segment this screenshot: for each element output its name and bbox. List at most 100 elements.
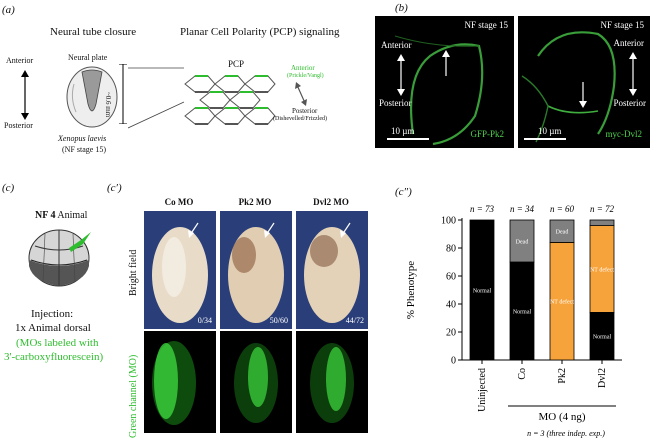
bar-segment [509,261,535,361]
y-tick-label: 20 [446,328,456,339]
bar-segment [549,219,575,243]
embryo-scale-bar [119,64,127,124]
anterior-label: Anterior [6,56,34,65]
pcp-posterior-label: Posterior [292,107,318,115]
pk2-ap-arrow [397,54,405,96]
pcp-anterior-sub: (Prickle/Vangl) [287,73,324,79]
y-tick-label: 40 [446,300,456,311]
count-co: 0/34 [197,316,212,325]
panel-c1-letter: (c′) [107,182,122,194]
pk2-marker: GFP-Pk2 [470,129,504,139]
panel-a-title-right: Planar Cell Polarity (PCP) signaling [180,26,340,38]
panel-c-letter: (c) [2,182,15,194]
panel-c-stage-bold: NF 4 [35,210,56,221]
n-label: n = 73 [470,204,495,214]
segment-label: NT defect [590,267,614,274]
panel-c1-col-header-2: Pk2 MO [238,197,272,207]
panel-a-title-left: Neural tube closure [50,26,137,38]
stage-label: (NF stage 15) [62,145,106,154]
brightfield-dvl2: 44/72 [296,211,368,329]
neural-plate-label: Neural plate [68,53,108,62]
count-pk2: 50/60 [269,316,288,325]
mo-label: MO (4 ng) [538,411,585,423]
nf4-embryo-drawing [28,229,91,287]
bar-segment [469,219,495,361]
species-label: Xenopus laevis [58,134,107,143]
count-dvl2: 44/72 [345,316,364,325]
pk2-posterior: Posterior [379,98,412,108]
pk2-scale-label: 10 µm [391,126,415,136]
pk2-scale-bar [387,138,429,140]
green-pk2-embryo [234,343,278,423]
pcp-cell-diagram [184,75,276,125]
phenotype-chart: 0 20 40 60 80 100 % Phenotype Normal n = 73 Uninj… [405,204,622,438]
bar-segment [509,219,535,263]
dvl2-posterior: Posterior [613,98,647,108]
zoom-lines [128,67,185,129]
segment-label: NT defect [550,299,574,306]
n-label: n = 72 [590,204,615,214]
y-tick-label: 80 [446,244,456,255]
n-label: n = 34 [510,204,535,214]
pcp-posterior-sub: (Dishevelled/Frizzled) [273,116,327,122]
posterior-label: Posterior [4,121,33,130]
dvl2-marker: myc-Dvl2 [605,129,643,139]
injection-line2: (MOs labeled with [16,337,99,349]
green-pk2 [220,331,292,433]
pk2-anterior: Anterior [381,40,412,50]
footnote: n = 3 (three indep. exp.) [527,429,605,438]
panel-c1-col-header-3: Dvl2 MO [313,197,349,207]
panel-a-letter: (a) [2,4,15,16]
x-tick-label: Uninjected [477,368,488,412]
bar-segment [589,312,615,361]
dvl2-cell-outline [521,31,616,143]
green-co [144,331,216,433]
injection-line3: 3'-carboxyfluorescein) [4,351,104,363]
bar-segment [589,219,615,226]
segment-label: Dead [556,230,569,236]
green-dvl2-embryo [310,343,354,423]
panel-c2-letter: (c″) [395,186,412,198]
n-label: n = 60 [550,204,575,214]
embryo-scale-label: ~0.6 mm [104,92,112,118]
segment-label: Dead [516,240,529,246]
row-label-green-channel: Green channel (MO) [128,354,139,438]
segment-label: Normal [473,289,492,295]
green-dvl2 [296,331,368,433]
brightfield-co-embryo [152,222,208,323]
pcp-anterior-label: Anterior [291,64,315,72]
injection-line1: 1x Animal dorsal [15,322,91,334]
pcp-label: PCP [228,59,245,69]
dvl2-anterior: Anterior [613,38,645,48]
green-co-embryo [152,341,196,425]
x-tick-label: Pk2 [557,368,568,384]
brightfield-dvl2-embryo [304,222,360,323]
micrograph-myc-dvl2: NF stage 15 Anterior Posterior 10 µm myc… [518,16,650,148]
injection-title: Injection: [31,308,74,320]
dvl2-scale-bar [524,138,566,140]
y-tick-label: 60 [446,272,456,283]
panel-c-stage: NF 4 Animal [35,210,87,221]
x-tick-label: Dvl2 [597,368,608,388]
brightfield-pk2-embryo [228,222,284,323]
dvl2-stage: NF stage 15 [600,20,645,30]
dvl2-ap-arrow [629,52,637,96]
pk2-stage: NF stage 15 [464,20,509,30]
dvl2-scale-label: 10 µm [538,126,562,136]
y-tick-label: 0 [451,356,456,367]
embryo-drawing [66,66,118,128]
panel-c1-col-header-1: Co MO [164,197,194,207]
bar-segment [549,242,575,361]
x-tick-label: Co [517,368,528,380]
row-label-bright-field: Bright field [128,249,139,296]
panel-b-letter: (b) [395,2,408,14]
dvl2-pointer-arrow [579,82,587,108]
brightfield-co: 0/34 [144,211,216,329]
ap-axis-arrow [21,70,29,120]
pcp-polarity-arrow [295,82,307,106]
y-axis-title: % Phenotype [405,261,417,319]
segment-label: Normal [593,335,612,341]
segment-label: Normal [513,310,532,316]
bar-segment [589,225,615,313]
pk2-cell-outline [394,35,484,146]
